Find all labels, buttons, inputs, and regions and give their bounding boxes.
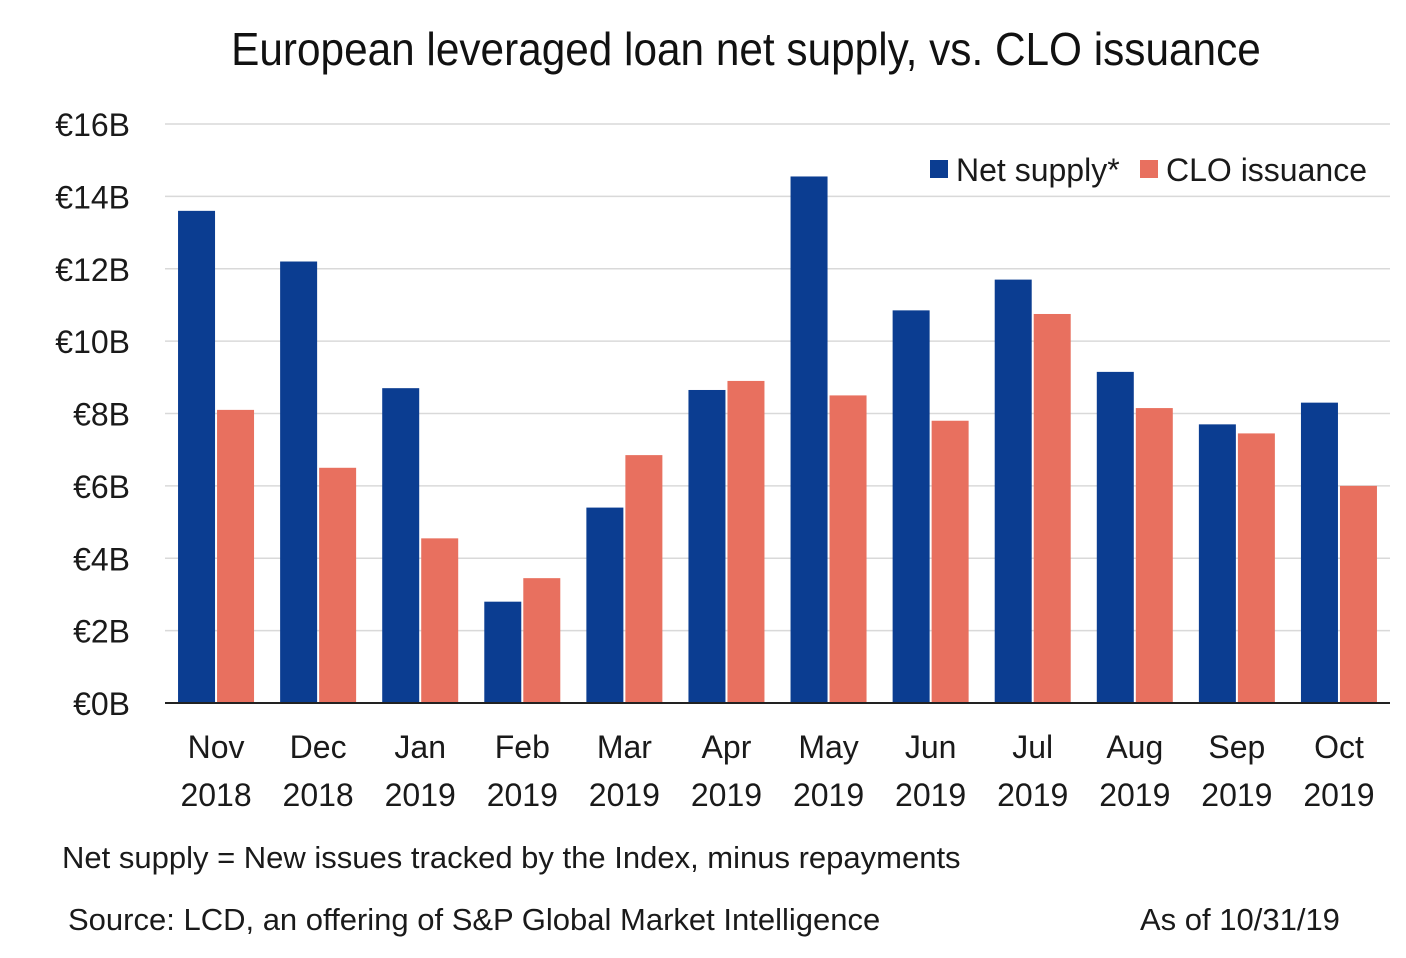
bar-net-supply bbox=[484, 601, 522, 703]
y-tick-label: €6B bbox=[73, 469, 130, 505]
source-note: Source: LCD, an offering of S&P Global M… bbox=[68, 902, 881, 937]
x-axis-ticks: Nov 2018 Dec 2018 Jan 2019 Feb 2019 Mar 2019 Apr 20… bbox=[180, 729, 1374, 813]
y-tick-label: €0B bbox=[73, 686, 130, 722]
footnote: Net supply = New issues tracked by the I… bbox=[62, 840, 961, 875]
bar-clo-issuance bbox=[829, 395, 867, 703]
bar-clo-issuance bbox=[1033, 313, 1071, 703]
x-tick-label-year: 2018 bbox=[180, 777, 251, 813]
legend-label: Net supply* bbox=[956, 152, 1120, 188]
bar-net-supply bbox=[178, 210, 216, 703]
x-tick-label-month: Sep bbox=[1208, 729, 1265, 765]
y-axis-ticks: €0B €2B €4B €6B €8B €10B €12B €14B €16B bbox=[55, 107, 130, 722]
x-tick-label-year: 2019 bbox=[1201, 777, 1272, 813]
bar-net-supply bbox=[586, 507, 624, 703]
bar-clo-issuance bbox=[523, 578, 561, 703]
x-tick-label-year: 2018 bbox=[283, 777, 354, 813]
bar-net-supply bbox=[1198, 424, 1236, 703]
x-tick-label-year: 2019 bbox=[793, 777, 864, 813]
bar-chart: €0B €2B €4B €6B €8B €10B €12B €14B €16B Nov 2018 D… bbox=[55, 107, 1390, 813]
bars bbox=[178, 176, 1377, 704]
bar-net-supply bbox=[382, 388, 420, 703]
x-tick-label-year: 2019 bbox=[895, 777, 966, 813]
legend: Net supply* CLO issuance bbox=[930, 152, 1367, 188]
chart-title: European leveraged loan net supply, vs. … bbox=[231, 23, 1261, 75]
x-tick-label-year: 2019 bbox=[997, 777, 1068, 813]
x-tick-label-month: Jan bbox=[394, 729, 446, 765]
x-tick-label-year: 2019 bbox=[589, 777, 660, 813]
bar-clo-issuance bbox=[727, 380, 765, 703]
bar-net-supply bbox=[994, 279, 1032, 703]
x-tick-label-year: 2019 bbox=[385, 777, 456, 813]
x-tick-label-year: 2019 bbox=[691, 777, 762, 813]
gridlines bbox=[165, 123, 1390, 632]
bar-clo-issuance bbox=[1339, 485, 1377, 703]
legend-swatch bbox=[930, 160, 948, 178]
x-tick-label-month: Aug bbox=[1106, 729, 1163, 765]
y-tick-label: €10B bbox=[55, 324, 130, 360]
y-tick-label: €14B bbox=[55, 179, 130, 215]
bar-clo-issuance bbox=[217, 409, 255, 703]
x-tick-label-year: 2019 bbox=[487, 777, 558, 813]
y-tick-label: €12B bbox=[55, 252, 130, 288]
x-tick-label-month: Apr bbox=[702, 729, 752, 765]
x-tick-label-year: 2019 bbox=[1303, 777, 1374, 813]
y-tick-label: €2B bbox=[73, 614, 130, 650]
bar-net-supply bbox=[1300, 402, 1338, 703]
x-tick-label-year: 2019 bbox=[1099, 777, 1170, 813]
bar-net-supply bbox=[280, 261, 318, 703]
bar-clo-issuance bbox=[625, 455, 663, 703]
x-tick-label-month: Feb bbox=[495, 729, 550, 765]
as-of-date: As of 10/31/19 bbox=[1140, 902, 1340, 937]
legend-label: CLO issuance bbox=[1166, 152, 1367, 188]
x-tick-label-month: Dec bbox=[290, 729, 347, 765]
y-tick-label: €4B bbox=[73, 541, 130, 577]
bar-net-supply bbox=[892, 310, 930, 703]
bar-net-supply bbox=[790, 176, 828, 704]
x-tick-label-month: Mar bbox=[597, 729, 652, 765]
x-tick-label-month: Nov bbox=[188, 729, 245, 765]
x-tick-label-month: Jul bbox=[1012, 729, 1053, 765]
bar-clo-issuance bbox=[1237, 433, 1275, 703]
bar-clo-issuance bbox=[931, 420, 969, 703]
y-tick-label: €8B bbox=[73, 397, 130, 433]
bar-net-supply bbox=[688, 389, 726, 703]
bar-clo-issuance bbox=[1135, 408, 1173, 703]
bar-clo-issuance bbox=[319, 467, 357, 703]
x-tick-label-month: May bbox=[798, 729, 858, 765]
bar-clo-issuance bbox=[421, 538, 459, 703]
bar-net-supply bbox=[1096, 371, 1134, 703]
legend-swatch bbox=[1140, 160, 1158, 178]
y-tick-label: €16B bbox=[55, 107, 130, 143]
x-tick-label-month: Jun bbox=[905, 729, 957, 765]
x-tick-label-month: Oct bbox=[1314, 729, 1364, 765]
